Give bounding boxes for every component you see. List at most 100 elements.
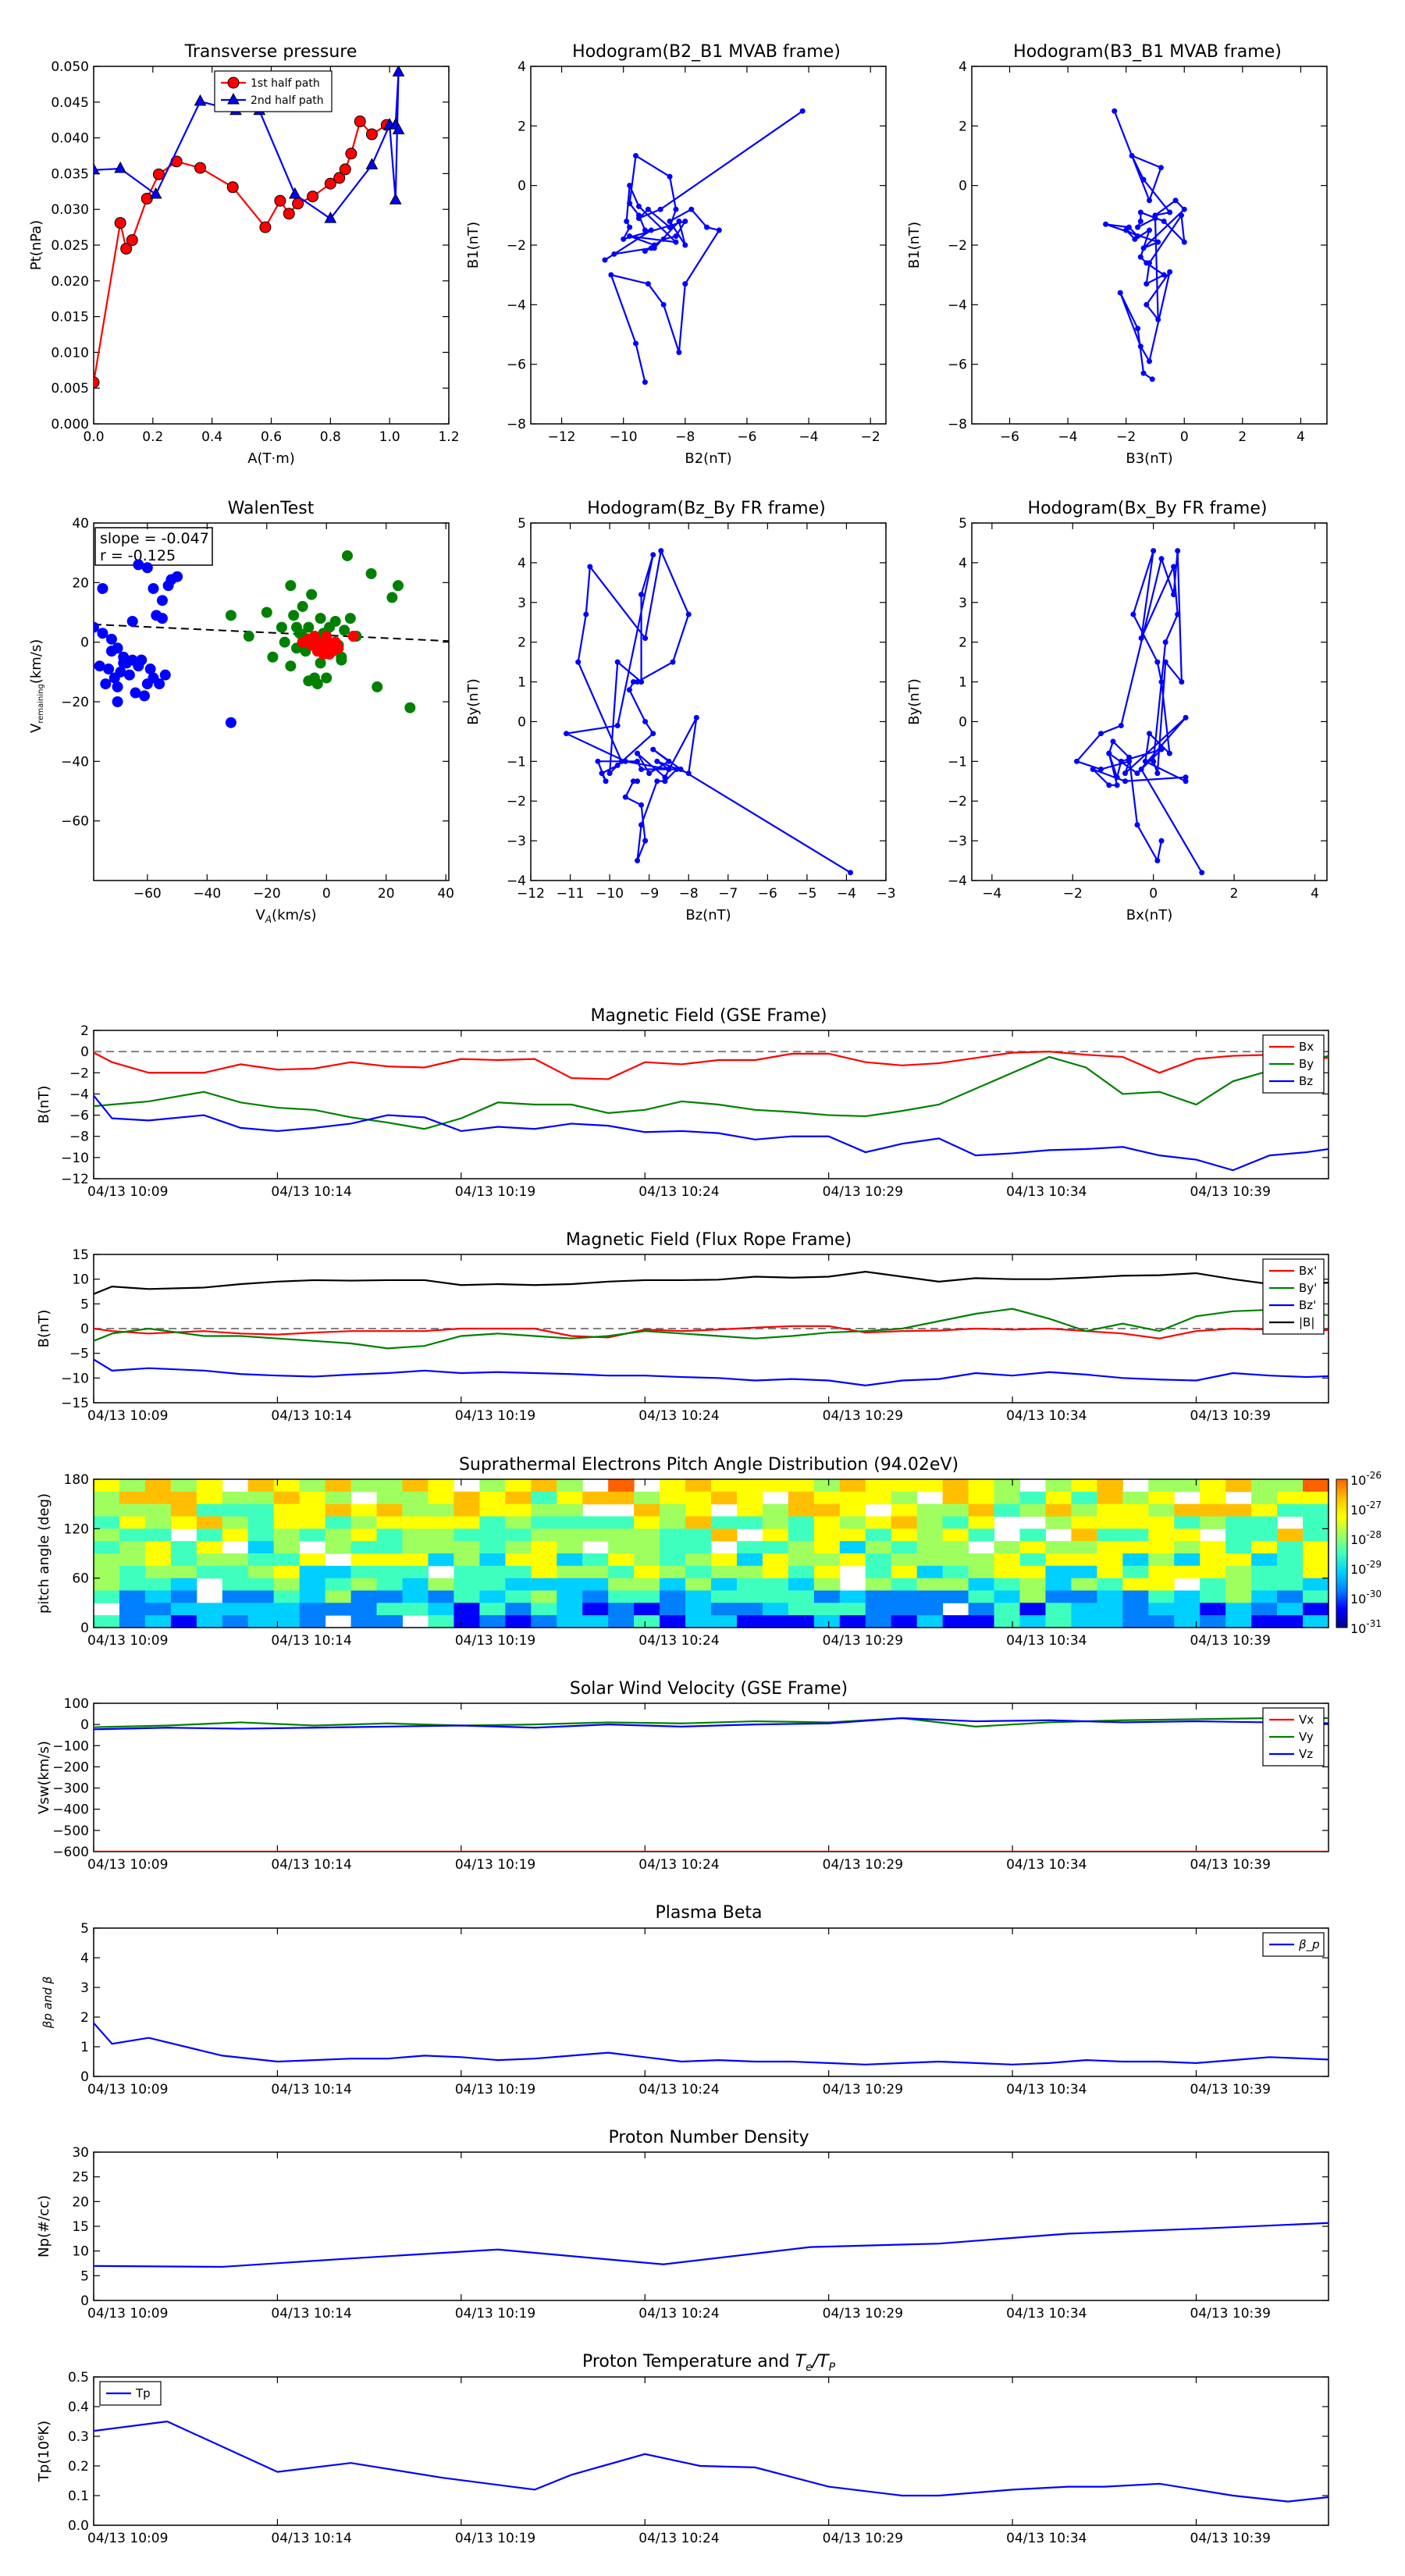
data-point xyxy=(152,168,165,180)
y-tick-label: 20 xyxy=(72,2194,89,2210)
data-point xyxy=(1155,239,1161,245)
data-point xyxy=(307,190,319,203)
axes-frame xyxy=(971,522,1328,881)
heatmap-cell xyxy=(660,1503,686,1517)
heatmap-cell xyxy=(1097,1565,1123,1579)
heatmap-cell xyxy=(299,1479,326,1493)
heatmap-cell xyxy=(479,1590,506,1603)
chart-title-hodogram-b3b1: Hodogram(B3_B1 MVAB frame) xyxy=(1013,42,1282,62)
heatmap-cell xyxy=(119,1503,146,1517)
data-point xyxy=(283,208,295,220)
y-tick-label: 40 xyxy=(72,516,89,532)
data-point xyxy=(608,272,614,278)
heatmap-cell xyxy=(196,1553,223,1567)
heatmap-cell xyxy=(736,1541,763,1554)
data-point xyxy=(1122,770,1128,777)
heatmap-cell xyxy=(711,1615,738,1628)
heatmap-cell xyxy=(685,1528,712,1542)
heatmap-cell xyxy=(350,1516,378,1529)
y-tick-label: 0.045 xyxy=(51,95,89,111)
data-point xyxy=(682,281,688,287)
data-point xyxy=(1117,290,1123,296)
heatmap-cell xyxy=(1303,1491,1329,1505)
heatmap-cell xyxy=(582,1516,609,1529)
heatmap-cell xyxy=(865,1491,892,1505)
data-point xyxy=(635,858,640,864)
heatmap-cell xyxy=(299,1516,326,1529)
heatmap-cell xyxy=(891,1603,918,1616)
data-point xyxy=(1161,272,1167,278)
chart-title-hodogram-bzby: Hodogram(Bz_By FR frame) xyxy=(587,499,825,518)
heatmap-cell xyxy=(1251,1528,1278,1542)
heatmap-cell xyxy=(505,1578,532,1591)
x-tick-label: 04/13 10:34 xyxy=(1006,2306,1087,2322)
heatmap-cell xyxy=(1045,1603,1072,1616)
heatmap-cell xyxy=(762,1479,789,1493)
y-tick-label: 10 xyxy=(72,2244,89,2260)
heatmap-cell xyxy=(428,1541,454,1554)
heatmap-cell xyxy=(942,1479,969,1493)
y-tick-label: 0.050 xyxy=(51,59,89,75)
scatter-point xyxy=(279,636,290,648)
heatmap-cell xyxy=(505,1503,532,1517)
x-tick-label: 4 xyxy=(1311,886,1319,902)
heatmap-cell xyxy=(1148,1516,1175,1529)
heatmap-cell xyxy=(557,1615,583,1628)
heatmap-cell xyxy=(1122,1565,1149,1579)
y-tick-label: 1 xyxy=(518,675,526,691)
heatmap-cell xyxy=(839,1528,866,1542)
x-tick-label: 04/13 10:29 xyxy=(823,2082,903,2097)
y-tick-label: 0 xyxy=(959,714,967,730)
legend: 1st half path 2nd half path xyxy=(214,70,333,112)
heatmap-cell xyxy=(1251,1553,1278,1567)
heatmap-cell xyxy=(891,1578,918,1591)
data-point xyxy=(624,218,630,224)
data-point xyxy=(685,770,692,777)
y-tick-label: 0.040 xyxy=(51,131,89,147)
data-point xyxy=(621,236,627,242)
heatmap-cell xyxy=(891,1553,918,1567)
data-point xyxy=(1154,858,1161,864)
x-tick-label: 04/13 10:29 xyxy=(823,1633,903,1649)
heatmap-cell xyxy=(454,1553,480,1567)
heatmap-cell xyxy=(994,1590,1020,1603)
heatmap-cell xyxy=(1045,1503,1072,1517)
y-tick-label: 1 xyxy=(959,675,967,691)
scatter-point xyxy=(136,654,148,666)
heatmap-cell xyxy=(865,1479,892,1493)
heatmap-cell xyxy=(325,1541,352,1554)
heatmap-cell xyxy=(582,1491,609,1505)
heatmap-cell xyxy=(865,1590,892,1603)
legend-label: Bx' xyxy=(1299,1264,1317,1278)
x-axis-label-unit: (km/s) xyxy=(272,907,316,923)
y-tick-label: −8 xyxy=(69,1130,89,1145)
heatmap-cell xyxy=(916,1615,944,1628)
data-point xyxy=(1162,639,1168,646)
data-point xyxy=(1126,754,1133,760)
heatmap-cell xyxy=(119,1565,146,1579)
data-point xyxy=(666,758,672,764)
data-point xyxy=(635,778,640,785)
data-point xyxy=(638,592,645,598)
heatmap-cell xyxy=(916,1603,944,1616)
heatmap-cell xyxy=(813,1479,841,1493)
heatmap-cell xyxy=(350,1528,378,1542)
heatmap-cell xyxy=(1097,1516,1123,1529)
y-tick-label: −6 xyxy=(948,358,967,373)
chart-title-pad: Suprathermal Electrons Pitch Angle Distr… xyxy=(459,1455,959,1475)
data-point xyxy=(635,212,642,219)
x-axis-label: A(T·m) xyxy=(247,450,295,467)
x-tick-label: −11 xyxy=(557,886,585,902)
y-tick-label: −100 xyxy=(52,1738,89,1754)
heatmap-cell xyxy=(531,1603,557,1616)
heatmap-cell xyxy=(273,1491,301,1505)
y-axis-label: Tp(10⁶K) xyxy=(36,2421,52,2482)
heatmap-cell xyxy=(865,1528,892,1542)
series-Bx-line xyxy=(94,1325,1329,1340)
heatmap-cell xyxy=(891,1491,918,1505)
heatmap-cell xyxy=(170,1553,197,1567)
heatmap-cell xyxy=(916,1590,944,1603)
x-tick-label: 04/13 10:19 xyxy=(455,2531,535,2546)
plot-area xyxy=(1073,548,1205,876)
